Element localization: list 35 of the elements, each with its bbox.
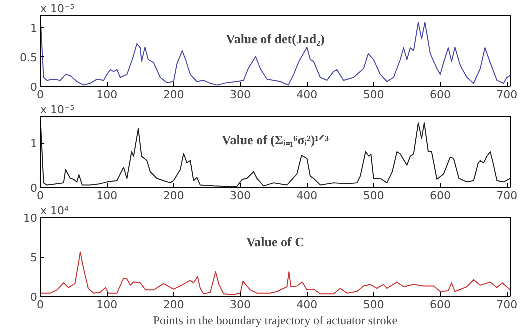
x-tick-label: 300 [230,190,251,202]
y-tick-label: 5 [30,252,38,264]
text: Value of C [246,234,305,250]
text: Value of (Σᵢ₌₁⁶σᵢ²)¹ᐟ³ [222,132,330,148]
x-tick-label: 400 [296,88,318,102]
text: Value of det(Jad₂) [226,32,325,46]
x-tick-label: 600 [430,298,451,312]
x-tick-label: 200 [163,298,184,312]
y-tick-label: 10 [24,212,38,225]
x-tick-label: 700 [496,298,518,312]
x-tick-label: 100 [96,88,118,102]
x-tick-label: 500 [363,88,384,102]
x-axis-title: Points in the boundary trajectory of actuator stroke [153,314,398,328]
x-tick-label: 700 [496,88,518,102]
text: x 10⁻⁵ [40,2,75,16]
x-tick-label: 600 [430,190,451,202]
x-tick-label: 300 [230,88,251,102]
y-tick-label: 1 [30,22,38,35]
text: x 10⁻⁵ [40,104,75,116]
x-tick-label: 400 [296,190,318,202]
y-tick-label: 0.5 [20,51,38,64]
x-tick-label: 200 [163,190,184,202]
x-tick-label: 700 [496,190,518,202]
text: x 10⁴ [40,204,70,218]
x-tick-label: 600 [430,88,451,102]
x-tick-label: 100 [96,190,118,202]
line-series [40,16,510,86]
x-tick-label: 300 [230,298,251,312]
y-tick-label: 1 [30,138,38,151]
line-series [40,116,510,188]
x-tick-label: 400 [296,298,318,312]
x-tick-label: 500 [363,190,384,202]
x-tick-label: 100 [96,298,118,312]
x-tick-label: 200 [163,88,184,102]
x-tick-label: 500 [363,298,384,312]
